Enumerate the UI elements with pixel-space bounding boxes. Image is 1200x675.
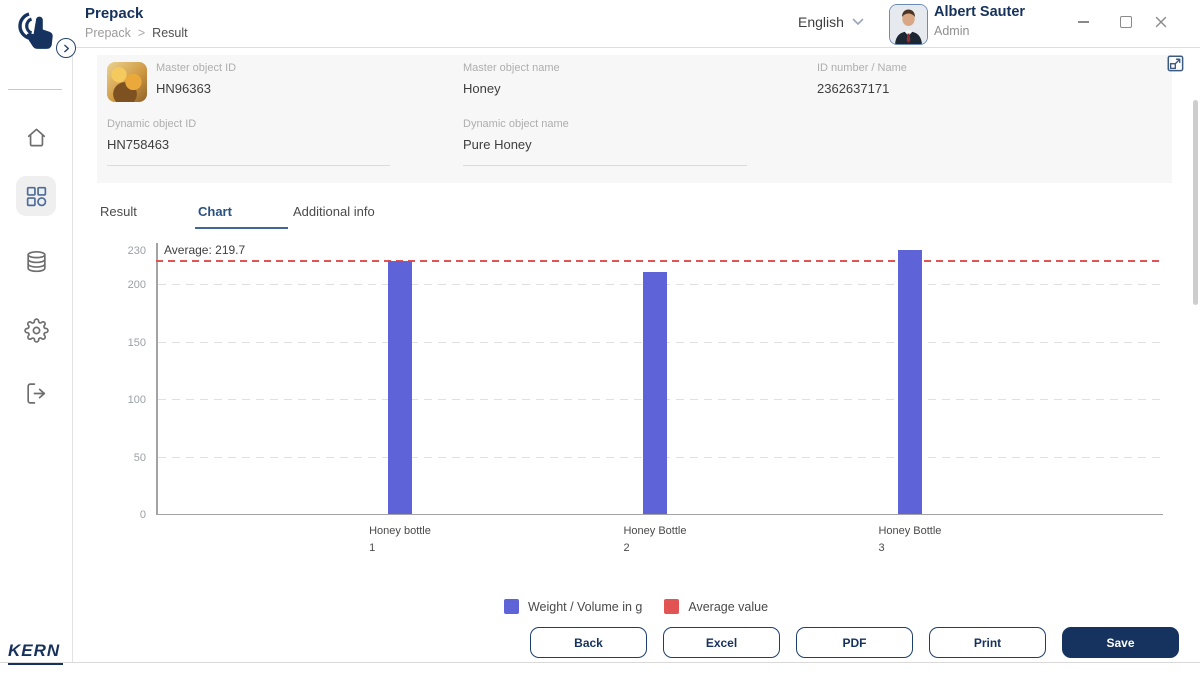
legend-swatch-bar (503, 599, 519, 614)
object-info-panel: Master object ID HN96363 Master object n… (97, 55, 1172, 183)
dynamic-object-id-input[interactable]: HN758463 (107, 137, 170, 152)
tab-result[interactable]: Result (100, 204, 137, 219)
page-title: Prepack (85, 5, 144, 22)
kern-brand-logo: KERN (8, 641, 64, 665)
legend-swatch-average (664, 599, 680, 614)
window-maximize-button[interactable] (1115, 11, 1137, 33)
database-icon (26, 250, 46, 272)
field-label: ID number / Name (817, 62, 907, 74)
breadcrumb-current: Result (152, 26, 188, 40)
pdf-button[interactable]: PDF (796, 627, 913, 658)
minimize-icon (1077, 21, 1089, 23)
excel-button[interactable]: Excel (663, 627, 780, 658)
chart-legend: Weight / Volume in g Average value (72, 599, 1200, 614)
user-name: Albert Sauter (934, 4, 1026, 20)
input-underline (107, 165, 390, 166)
legend-label: Average value (688, 599, 769, 614)
dynamic-object-name-input[interactable]: Pure Honey (463, 137, 532, 152)
window-minimize-button[interactable] (1072, 11, 1094, 33)
field-label: Master object name (463, 62, 560, 74)
save-button[interactable]: Save (1062, 627, 1179, 658)
field-dynamic-object-name: Dynamic object name Pure Honey (463, 118, 569, 152)
language-label: English (798, 14, 844, 30)
field-master-object-name: Master object name Honey (463, 62, 560, 96)
user-role: Admin (934, 24, 970, 38)
x-category-label: Honey bottle 1 (369, 525, 431, 554)
chart-bar (897, 250, 922, 514)
footer-actions: Back Excel PDF Print Save (530, 627, 1179, 658)
y-tick-label: 200 (127, 279, 146, 291)
legend-label: Weight / Volume in g (527, 599, 643, 614)
maximize-icon (1120, 16, 1132, 28)
field-label: Dynamic object ID (107, 118, 197, 130)
field-label: Master object ID (156, 62, 237, 74)
chart-bar (387, 260, 412, 514)
sidebar-item-home[interactable] (16, 117, 56, 157)
avatar-portrait (890, 5, 927, 44)
sidebar-item-database[interactable] (16, 241, 56, 281)
tab-additional-info[interactable]: Additional info (293, 204, 375, 219)
x-category-label: Honey Bottle 2 (623, 525, 687, 554)
y-tick-label: 50 (133, 451, 146, 464)
settings-icon (23, 317, 49, 343)
legend-item-average: Average value (664, 599, 768, 614)
header-divider-line (75, 47, 1200, 48)
expand-icon (1167, 55, 1184, 72)
field-id-number-name: ID number / Name 2362637171 (817, 62, 907, 96)
user-avatar[interactable] (889, 4, 928, 45)
close-icon (1155, 16, 1167, 28)
window-close-button[interactable] (1150, 11, 1172, 33)
breadcrumb-separator: > (137, 26, 146, 40)
y-tick-label: 0 (139, 509, 146, 521)
average-line (156, 260, 1163, 263)
chart-plot: Average: 219.7 0 50 100 150 200 230 Honey bott… (128, 243, 1163, 554)
input-underline (463, 165, 747, 166)
y-tick-label: 100 (127, 394, 146, 406)
master-object-thumbnail (107, 62, 147, 102)
expand-fullscreen-button[interactable] (1167, 55, 1185, 73)
language-selector[interactable]: English (798, 14, 864, 30)
average-annotation: Average: 219.7 (164, 243, 246, 257)
field-value: HN96363 (156, 81, 211, 96)
field-value: 2362637171 (817, 81, 890, 96)
field-label: Dynamic object name (463, 118, 569, 130)
app-logo-touch-icon (12, 6, 60, 56)
y-axis-line (156, 243, 158, 515)
window-bottom-border (0, 662, 1200, 663)
back-button[interactable]: Back (530, 627, 647, 658)
sidebar-expand-button[interactable] (56, 38, 76, 58)
chevron-right-icon (63, 44, 69, 52)
breadcrumb-parent[interactable]: Prepack (85, 26, 131, 40)
logo-divider (8, 89, 62, 90)
y-tick-label: 150 (127, 336, 146, 349)
print-button[interactable]: Print (929, 627, 1046, 658)
y-tick-label: 230 (127, 244, 146, 257)
x-category-label: Honey Bottle 3 (878, 525, 942, 554)
sidebar-divider-line (72, 47, 73, 662)
vertical-scrollbar[interactable] (1193, 100, 1198, 305)
field-master-object-id: Master object ID HN96363 (156, 62, 236, 96)
legend-item-weight: Weight / Volume in g (503, 599, 643, 614)
field-dynamic-object-id: Dynamic object ID HN758463 (107, 118, 196, 152)
x-axis-line (156, 513, 1163, 515)
chevron-down-icon (852, 18, 864, 25)
apps-grid-icon (26, 186, 46, 206)
sidebar-item-apps[interactable] (16, 176, 56, 216)
sidebar-item-settings[interactable] (16, 310, 56, 350)
logout-icon (26, 382, 45, 404)
field-value: Honey (463, 81, 501, 96)
sidebar-item-logout[interactable] (16, 373, 56, 413)
breadcrumb: Prepack > Result (85, 26, 188, 40)
tab-chart[interactable]: Chart (195, 204, 288, 229)
home-icon (27, 128, 45, 146)
chart-bar (642, 272, 667, 514)
